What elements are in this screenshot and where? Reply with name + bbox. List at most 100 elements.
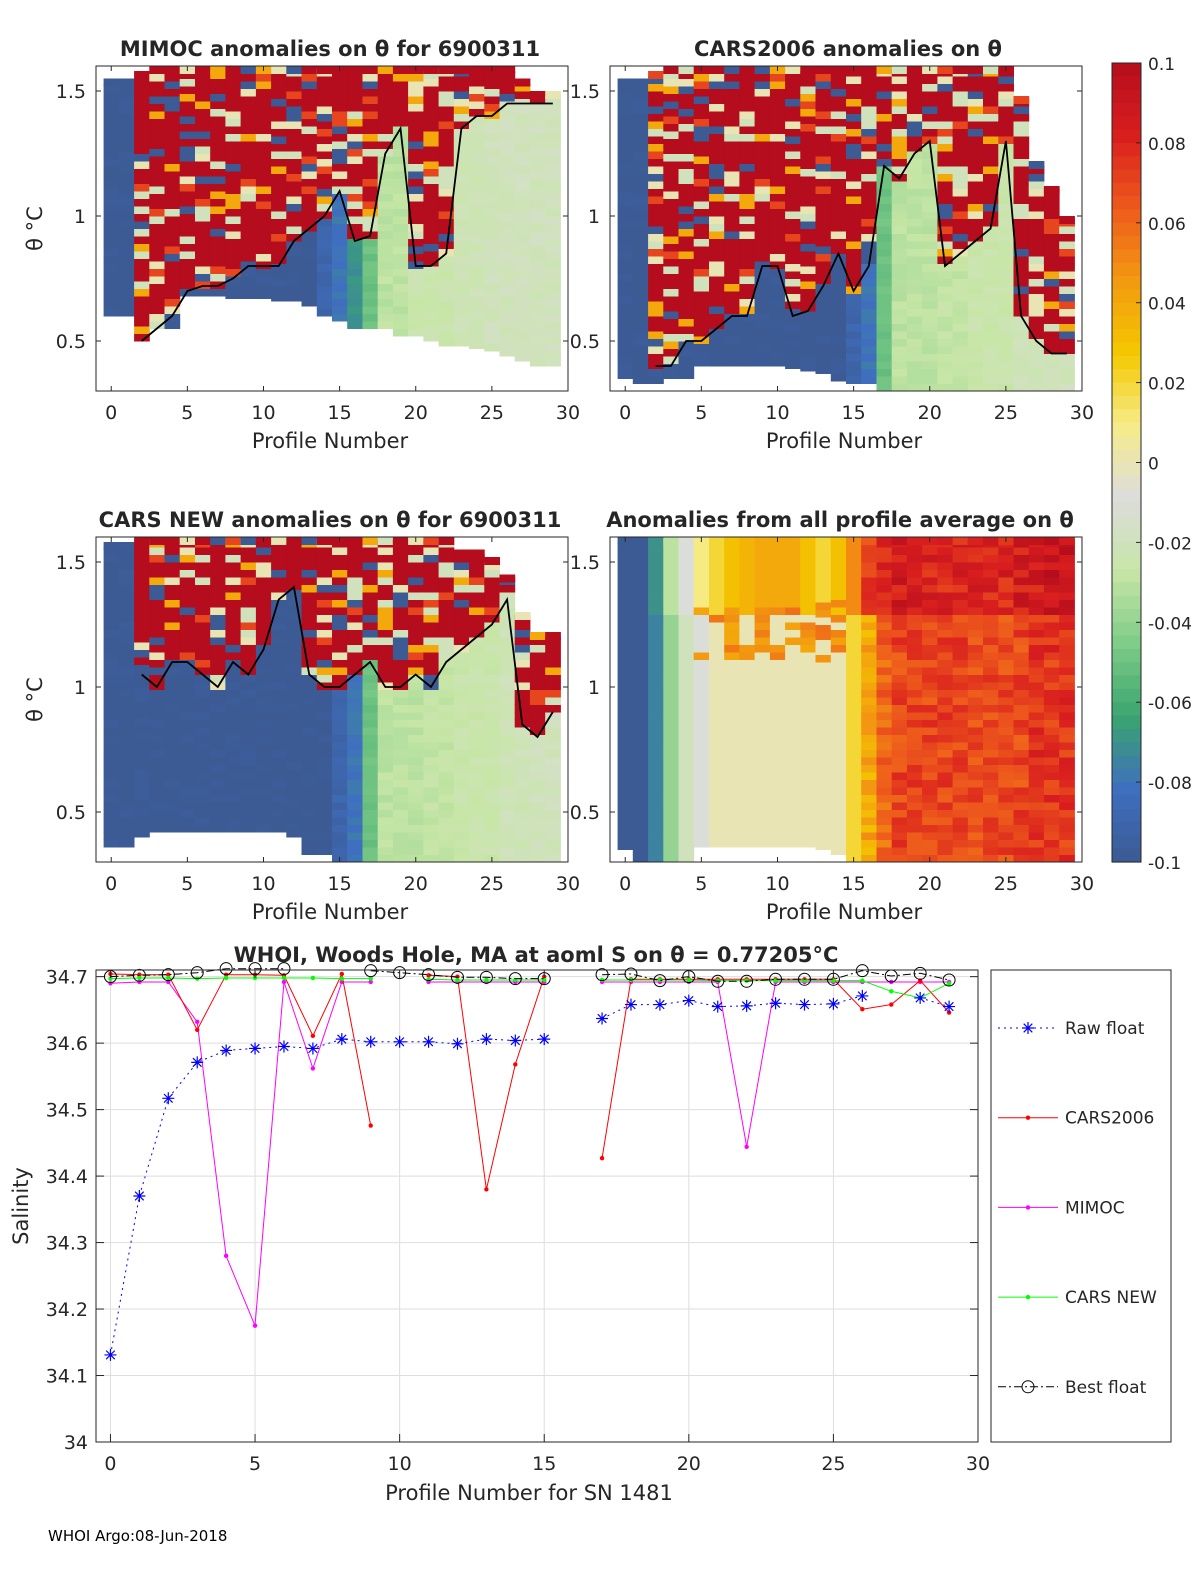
heatmap-cell [210,629,226,638]
heatmap-cell [423,116,440,124]
heatmap-cell [648,749,664,758]
heatmap-cell [179,146,196,154]
heatmap-cell [149,238,165,247]
heatmap-cell [103,166,120,174]
heatmap-cell [484,832,500,840]
heatmap-cell [301,592,318,600]
heatmap-cell [906,353,923,362]
heatmap-cell [1028,682,1045,690]
heatmap-cell [785,772,801,780]
heatmap-cell [103,577,120,585]
heatmap-cell [724,824,740,833]
heatmap-cell [648,106,664,114]
heatmap-cell [632,338,649,347]
heatmap-cell [286,211,302,219]
heatmap-cell [739,554,756,563]
heatmap-cell [724,231,740,239]
heatmap-cell [545,276,561,284]
heatmap-cell [1043,629,1060,638]
heatmap-cell [469,607,485,615]
heatmap-cell [617,326,634,334]
heatmap-cell [663,719,679,728]
heatmap-cell [709,321,725,329]
heatmap-cell [103,689,120,698]
heatmap-cell [998,757,1014,765]
heatmap-cell [876,682,893,690]
heatmap-cell [271,682,287,690]
heatmap-cell [392,276,409,284]
heatmap-cell [769,614,786,623]
heatmap-cell [967,742,984,750]
heatmap-cell [408,246,424,254]
heatmap-cell [240,171,257,179]
heatmap-cell [906,91,923,99]
heatmap-cell [632,674,649,683]
heatmap-cell [937,817,954,825]
heatmap-cell [891,757,908,765]
heatmap-cell [876,113,893,122]
heatmap-cell [693,817,710,825]
heatmap-cell [316,674,333,683]
heatmap-cell [225,133,242,142]
heatmap-cell [499,659,516,668]
heatmap-cell [423,697,440,705]
heatmap-cell [891,346,908,354]
heatmap-cell [876,704,893,713]
heatmap-cell [693,712,710,720]
heatmap-cell [876,757,893,765]
heatmap-cell [724,336,740,344]
heatmap-cell [529,787,546,795]
heatmap-cell [815,549,832,558]
heatmap-cell [800,131,816,139]
heatmap-cell [316,196,333,204]
heatmap-cell [846,727,862,735]
heatmap-cell [709,216,725,224]
heatmap-cell [408,847,424,855]
heatmap-cell [362,697,379,705]
heatmap-cell [316,181,333,189]
heatmap-cell [967,764,984,773]
heatmap-cell [861,719,877,728]
heatmap-cell [301,622,318,630]
heatmap-cell [663,757,679,765]
heatmap-cell [1059,383,1075,391]
heatmap-cell [149,231,165,239]
heatmap-cell [648,764,664,773]
heatmap-cell [952,121,969,129]
heatmap-cell [316,757,333,765]
y-tick-label: 0.5 [56,331,86,353]
heatmap-cell [922,569,938,578]
heatmap-cell [347,73,363,82]
heatmap-cell [937,226,954,234]
heatmap-cell [693,772,710,780]
heatmap-cell [301,73,318,82]
heatmap-cell [891,787,908,795]
heatmap-cell [332,201,348,209]
heatmap-cell [678,607,695,615]
heatmap-cell [846,203,862,212]
heatmap-cell [724,757,740,765]
heatmap-cell [1013,353,1030,362]
heatmap-cell [891,772,908,780]
heatmap-cell [861,839,877,848]
heatmap-cell [347,66,363,74]
heatmap-cell [906,584,923,593]
heatmap-cell [632,569,649,578]
heatmap-cell [134,251,150,259]
heatmap-cell [983,98,999,107]
heatmap-cell [632,188,649,197]
heatmap-cell [937,599,954,608]
heatmap-cell [830,178,847,187]
heatmap-cell [1028,689,1045,698]
heatmap-cell [769,193,786,202]
heatmap-cell [693,569,710,578]
heatmap-cell [423,228,440,237]
heatmap-cell [118,188,135,197]
heatmap-cell [724,208,740,217]
heatmap-cell [998,547,1014,555]
heatmap-cell [484,283,500,292]
heatmap-cell [362,712,379,720]
heatmap-cell [362,313,379,322]
heatmap-cell [800,794,816,803]
heatmap-cell [739,268,756,277]
